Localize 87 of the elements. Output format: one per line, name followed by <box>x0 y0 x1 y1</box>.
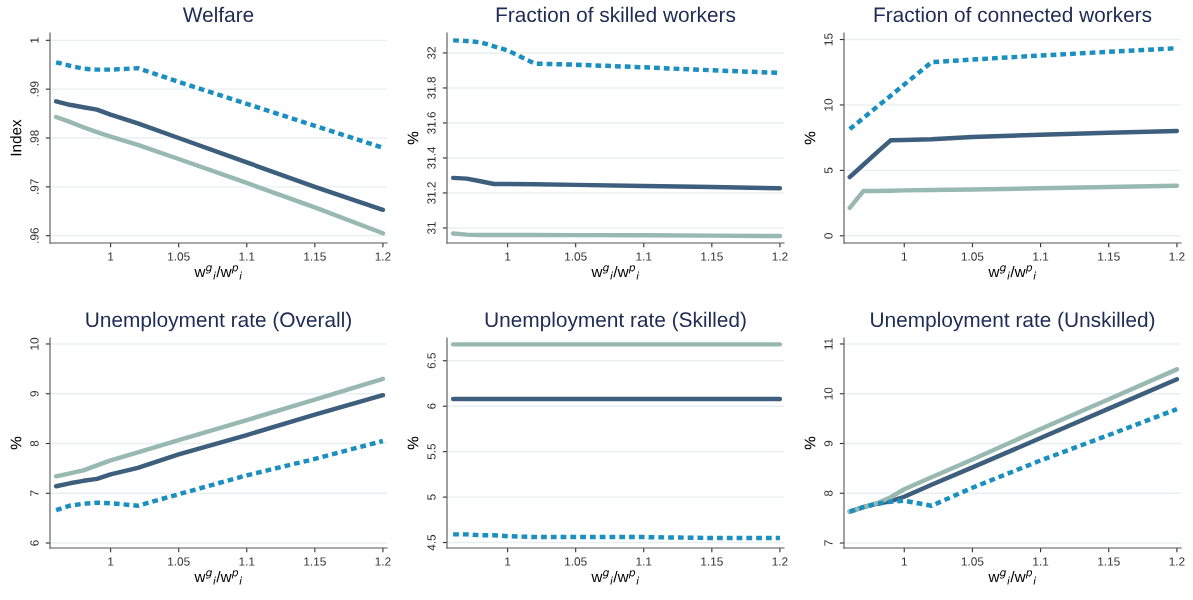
x-axis-title: w$^{g}$$_{i}$/w$^{p}$$_{i}$ <box>194 265 243 280</box>
x-tick-label: 1.15 <box>304 557 326 566</box>
y-tick-label: .99 <box>30 81 39 97</box>
y-tick-label: 5.5 <box>427 443 436 460</box>
y-axis-title: % <box>804 436 816 450</box>
x-tick-label: 1.2 <box>772 252 788 261</box>
x-tick-label: 1.1 <box>636 252 652 261</box>
line-series <box>53 438 386 513</box>
chart-title: Unemployment rate (Skilled) <box>485 311 746 332</box>
y-tick-label: 31.4 <box>427 146 436 169</box>
chart-title: Unemployment rate (Overall) <box>86 311 351 332</box>
x-tick-label: 1.05 <box>168 557 190 566</box>
y-tick-label: .98 <box>30 130 39 146</box>
x-tick-label: 1.1 <box>239 557 255 566</box>
chart-title: Welfare <box>182 6 254 23</box>
x-tick-label: 1 <box>108 557 114 566</box>
line-series <box>847 183 1180 211</box>
x-tick-label: 1 <box>505 252 511 261</box>
line-series <box>53 376 386 479</box>
x-axis-title: w$^{g}$$_{i}$/w$^{p}$$_{i}$ <box>591 570 640 585</box>
x-tick-label: 1.1 <box>1033 557 1049 566</box>
y-axis-title: % <box>10 436 22 450</box>
y-tick-label: 6.5 <box>427 353 436 369</box>
x-tick-label: 1.05 <box>961 557 984 566</box>
x-tick-label: 1 <box>901 252 907 261</box>
x-tick-label: 1.15 <box>1098 557 1120 566</box>
y-tick-label: 8 <box>30 440 39 447</box>
x-tick-label: 1.15 <box>1098 252 1120 261</box>
x-tick-label: 1.2 <box>375 252 391 261</box>
y-tick-label: 9 <box>30 391 39 397</box>
line-series <box>53 114 386 236</box>
y-tick-label: 10 <box>824 387 833 400</box>
x-tick-label: 1.05 <box>565 252 587 261</box>
x-tick-label: 1 <box>108 252 114 261</box>
y-tick-label: 10 <box>30 337 39 350</box>
y-tick-label: 8 <box>824 490 833 497</box>
y-tick-label: 31 <box>427 221 436 235</box>
x-tick-label: 1.15 <box>701 557 723 566</box>
x-axis-title: w$^{g}$$_{i}$/w$^{p}$$_{i}$ <box>988 265 1037 280</box>
x-tick-label: 1.2 <box>772 557 788 566</box>
chart-title: Unemployment rate (Unskilled) <box>871 311 1155 332</box>
x-tick-label: 1.15 <box>304 252 326 261</box>
x-tick-label: 1.05 <box>565 557 587 566</box>
x-axis-title: w$^{g}$$_{i}$/w$^{p}$$_{i}$ <box>194 570 243 585</box>
y-tick-label: 5 <box>824 167 833 174</box>
y-tick-label: 7 <box>824 540 833 546</box>
x-tick-label: 1.15 <box>701 252 723 261</box>
y-tick-label: 15 <box>824 33 833 46</box>
x-tick-label: 1.05 <box>168 252 190 261</box>
y-tick-label: 5 <box>427 494 436 500</box>
y-tick-label: 6 <box>30 540 39 546</box>
chart-title: Fraction of connected workers <box>874 6 1152 23</box>
x-axis-title: w$^{g}$$_{i}$/w$^{p}$$_{i}$ <box>988 570 1037 585</box>
y-tick-label: 10 <box>824 98 833 111</box>
x-tick-label: 1.1 <box>1033 252 1049 261</box>
y-tick-label: 1 <box>30 37 39 43</box>
line-series <box>53 99 386 213</box>
x-tick-label: 1.2 <box>1169 557 1185 566</box>
y-tick-label: 9 <box>824 440 833 447</box>
x-tick-label: 1.05 <box>961 252 984 261</box>
line-series <box>450 175 783 191</box>
x-tick-label: 1 <box>901 557 907 566</box>
y-tick-label: 31.2 <box>427 182 436 204</box>
y-tick-label: 31.8 <box>427 76 436 99</box>
y-axis-title: Index <box>10 119 22 156</box>
y-tick-label: .97 <box>30 179 39 194</box>
chart-title: Fraction of skilled workers <box>496 6 736 23</box>
y-tick-label: 4.5 <box>427 534 436 551</box>
x-tick-label: 1.2 <box>1169 252 1185 261</box>
y-tick-label: 32 <box>427 46 436 60</box>
y-tick-label: 0 <box>824 232 833 239</box>
x-tick-label: 1.2 <box>375 557 391 566</box>
line-series <box>53 393 386 489</box>
y-tick-label: 11 <box>824 338 833 350</box>
x-tick-label: 1.1 <box>239 252 255 261</box>
y-axis-title: % <box>407 131 419 145</box>
x-tick-label: 1.1 <box>636 557 652 566</box>
line-series <box>847 128 1180 180</box>
line-series <box>847 406 1180 514</box>
y-tick-label: 6 <box>427 403 436 409</box>
y-tick-label: .96 <box>30 227 39 243</box>
x-tick-label: 1 <box>505 557 511 566</box>
y-tick-label: 7 <box>30 490 39 496</box>
y-axis-title: % <box>407 436 419 450</box>
y-axis-title: % <box>804 131 816 145</box>
x-axis-title: w$^{g}$$_{i}$/w$^{p}$$_{i}$ <box>591 265 640 280</box>
y-tick-label: 31.6 <box>427 111 436 134</box>
